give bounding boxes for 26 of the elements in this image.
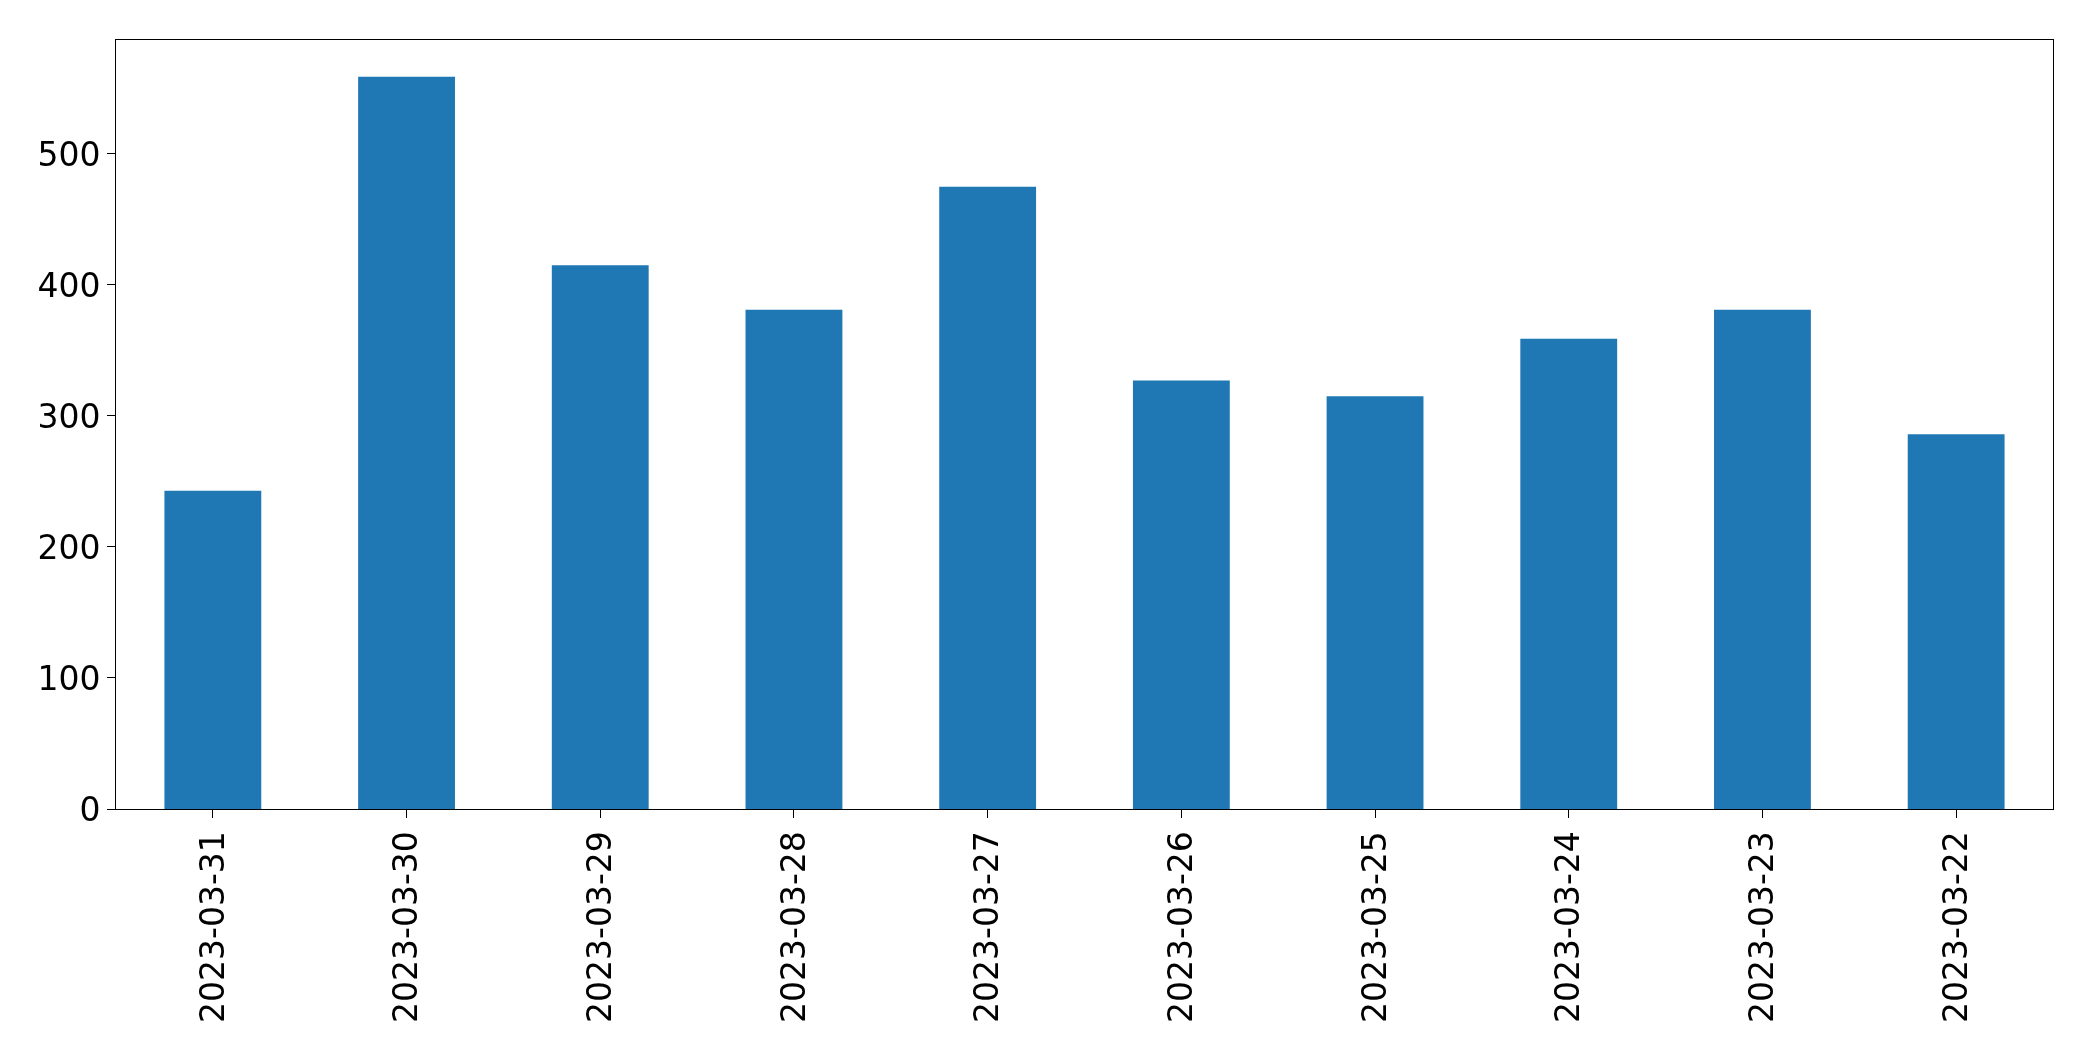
- y-tick-label: 0: [79, 789, 101, 829]
- y-tick-label: 400: [37, 265, 101, 305]
- bar: [1132, 380, 1230, 809]
- bar: [1907, 434, 2005, 809]
- bar: [164, 490, 262, 809]
- x-tick-label: 2023-03-24: [1548, 831, 1588, 1023]
- x-tick-label: 2023-03-29: [579, 831, 619, 1023]
- x-tick-label: 2023-03-31: [192, 831, 232, 1023]
- bar: [745, 309, 843, 809]
- x-tick-label: 2023-03-28: [773, 831, 813, 1023]
- bar: [1326, 396, 1424, 809]
- x-tick-label: 2023-03-30: [386, 831, 426, 1023]
- bar: [1714, 309, 1811, 809]
- bar: [1520, 338, 1618, 809]
- x-tick-label: 2023-03-27: [967, 831, 1007, 1023]
- bar: [551, 265, 649, 809]
- x-tick-label: 2023-03-25: [1354, 831, 1394, 1023]
- x-tick-label: 2023-03-26: [1161, 831, 1201, 1023]
- x-tick-label: 2023-03-23: [1742, 831, 1782, 1023]
- bar: [358, 76, 455, 809]
- x-tick-label: 2023-03-22: [1935, 831, 1975, 1023]
- bar: [939, 186, 1037, 809]
- y-tick-label: 300: [37, 396, 101, 436]
- y-tick-label: 200: [37, 527, 101, 567]
- y-tick-label: 500: [37, 134, 101, 174]
- y-tick-label: 100: [37, 658, 101, 698]
